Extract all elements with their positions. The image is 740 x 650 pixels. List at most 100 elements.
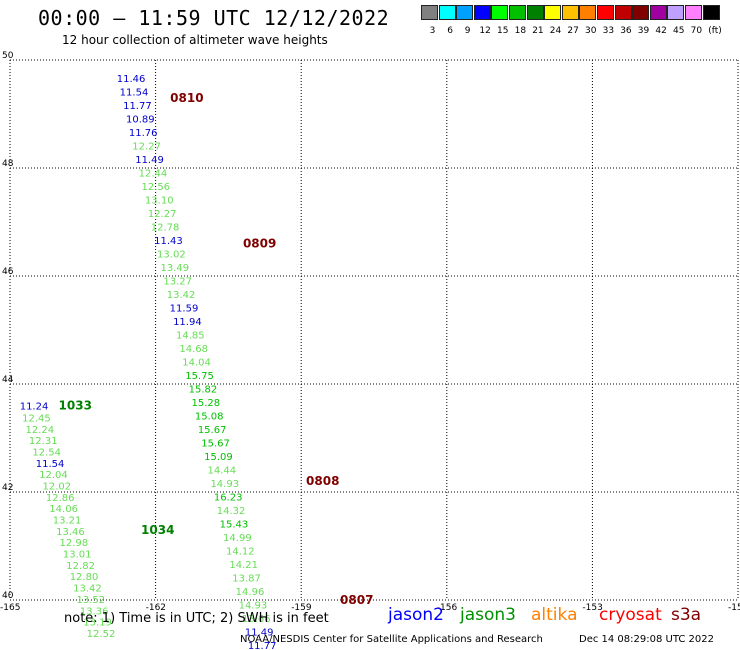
legend-swatch xyxy=(421,5,438,20)
pass-time-label: 0808 xyxy=(306,474,339,488)
pass-time-label: 0809 xyxy=(243,237,276,251)
wave-height-value: 12.02 xyxy=(43,482,72,493)
lon-tick-label: -159 xyxy=(291,603,312,613)
legend-label: 33 xyxy=(602,26,615,36)
legend-label: 36 xyxy=(620,26,632,36)
map-title: 00:00 – 11:59 UTC 12/12/2022 xyxy=(38,6,390,30)
wave-height-value: 12.44 xyxy=(139,168,168,179)
wave-height-value: 13.02 xyxy=(157,249,186,260)
wave-height-value: 12.86 xyxy=(46,493,75,504)
legend-label: 12 xyxy=(479,26,491,36)
satellite-jason3: jason3 xyxy=(460,605,516,625)
legend-swatch xyxy=(456,5,474,20)
legend-swatch xyxy=(544,5,562,20)
pass-time-label: 0807 xyxy=(340,593,373,607)
legend-swatch xyxy=(632,5,650,20)
wave-height-value: 14.06 xyxy=(49,504,78,515)
wave-height-value: 13.36 xyxy=(80,606,109,617)
legend-swatch xyxy=(649,5,667,20)
wave-height-value: 12.54 xyxy=(32,448,61,459)
legend-swatch xyxy=(614,5,632,20)
legend-unit: (ft) xyxy=(708,26,722,36)
legend-label: 27 xyxy=(567,26,579,36)
wave-height-value: 13.27 xyxy=(163,276,192,287)
lon-tick-label: -156 xyxy=(437,603,458,613)
legend-label: 21 xyxy=(532,26,544,36)
wave-height-value: 11.49 xyxy=(245,627,274,638)
wave-height-value: 14.93 xyxy=(210,479,239,490)
wave-height-value: 11.54 xyxy=(120,87,149,98)
legend-label: 30 xyxy=(585,26,597,36)
wave-height-value: 13.21 xyxy=(53,516,82,527)
wave-height-value: 14.04 xyxy=(182,357,211,368)
wave-height-value: 13.87 xyxy=(232,573,261,584)
lon-tick-label: -153 xyxy=(582,603,602,613)
wave-height-value: 12.82 xyxy=(66,561,95,572)
wave-height-value: 12.24 xyxy=(26,425,55,436)
wave-height-value: 15.43 xyxy=(220,519,249,530)
legend-label: 45 xyxy=(673,26,685,36)
legend-swatch xyxy=(473,5,491,20)
pass-time-label: 0810 xyxy=(170,91,203,105)
wave-height-value: 11.77 xyxy=(248,641,277,650)
lat-tick-label: 50 xyxy=(2,51,14,61)
wave-height-value: 13.10 xyxy=(145,195,174,206)
lat-tick-label: 44 xyxy=(2,375,14,385)
legend-label: 18 xyxy=(514,26,527,36)
wave-height-value: 14.44 xyxy=(208,465,237,476)
wave-height-value: 15.28 xyxy=(192,398,221,409)
wave-height-value: 11.24 xyxy=(20,402,49,413)
satellite-jason2: jason2 xyxy=(388,605,444,625)
wave-height-value: 14.85 xyxy=(176,330,205,341)
lon-tick-label: -150 xyxy=(728,603,740,613)
satellite-cryosat: cryosat xyxy=(599,605,662,625)
legend-swatch xyxy=(526,5,544,20)
lat-tick-label: 46 xyxy=(2,267,14,277)
wave-height-value: 13.42 xyxy=(73,584,102,595)
wave-height-value: 11.94 xyxy=(173,317,202,328)
credit-line: NOAA/NESDIS Center for Satellite Applica… xyxy=(240,634,543,645)
legend-label: 15 xyxy=(497,26,509,36)
lat-tick-label: 42 xyxy=(2,483,13,493)
wave-height-value: 12.56 xyxy=(142,182,171,193)
wave-height-value: 12.27 xyxy=(148,209,177,220)
legend-label: 42 xyxy=(655,26,667,36)
legend-swatch xyxy=(509,5,526,20)
wave-height-value: 13.19 xyxy=(83,618,112,629)
wave-height-value: 11.76 xyxy=(129,128,158,139)
wave-height-value: 10.89 xyxy=(126,114,155,125)
legend-swatch xyxy=(561,5,579,20)
wave-height-value: 15.75 xyxy=(185,371,214,382)
wave-height-value: 14.12 xyxy=(226,546,255,557)
satellite-altika: altika xyxy=(531,605,578,625)
legend-swatch xyxy=(685,5,702,20)
wave-height-value: 11.59 xyxy=(170,303,199,314)
legend-swatch xyxy=(702,5,720,20)
wave-height-value: 14.68 xyxy=(179,344,208,355)
wave-height-value: 15.67 xyxy=(198,425,227,436)
legend-swatch xyxy=(438,5,456,20)
wave-height-value: 12.52 xyxy=(87,629,116,640)
wave-height-value: 13.52 xyxy=(76,595,105,606)
wave-height-value: 13.66 xyxy=(242,614,271,625)
wave-height-value: 14.32 xyxy=(217,506,246,517)
wave-height-value: 14.21 xyxy=(229,560,258,571)
wave-height-value: 12.45 xyxy=(22,413,51,424)
wave-height-value: 12.04 xyxy=(39,470,68,481)
legend-label: 70 xyxy=(690,26,703,36)
pass-time-label: 1034 xyxy=(141,523,174,537)
generation-timestamp: Dec 14 08:29:08 UTC 2022 xyxy=(579,634,714,645)
lon-tick-label: -162 xyxy=(146,603,166,613)
lat-tick-label: 40 xyxy=(2,591,14,601)
footer-note: note: 1) Time is in UTC; 2) SWH is in fe… xyxy=(64,611,329,626)
legend-label: 6 xyxy=(447,26,453,36)
legend-label: 39 xyxy=(637,26,650,36)
map-subtitle: 12 hour collection of altimeter wave hei… xyxy=(62,33,328,47)
satellite-s3a: s3a xyxy=(671,605,702,625)
wave-height-value: 12.31 xyxy=(29,436,58,447)
wave-height-value: 12.80 xyxy=(70,572,99,583)
lat-tick-label: 48 xyxy=(2,159,14,169)
wave-height-value: 13.01 xyxy=(63,550,92,561)
wave-height-value: 16.23 xyxy=(214,492,243,503)
